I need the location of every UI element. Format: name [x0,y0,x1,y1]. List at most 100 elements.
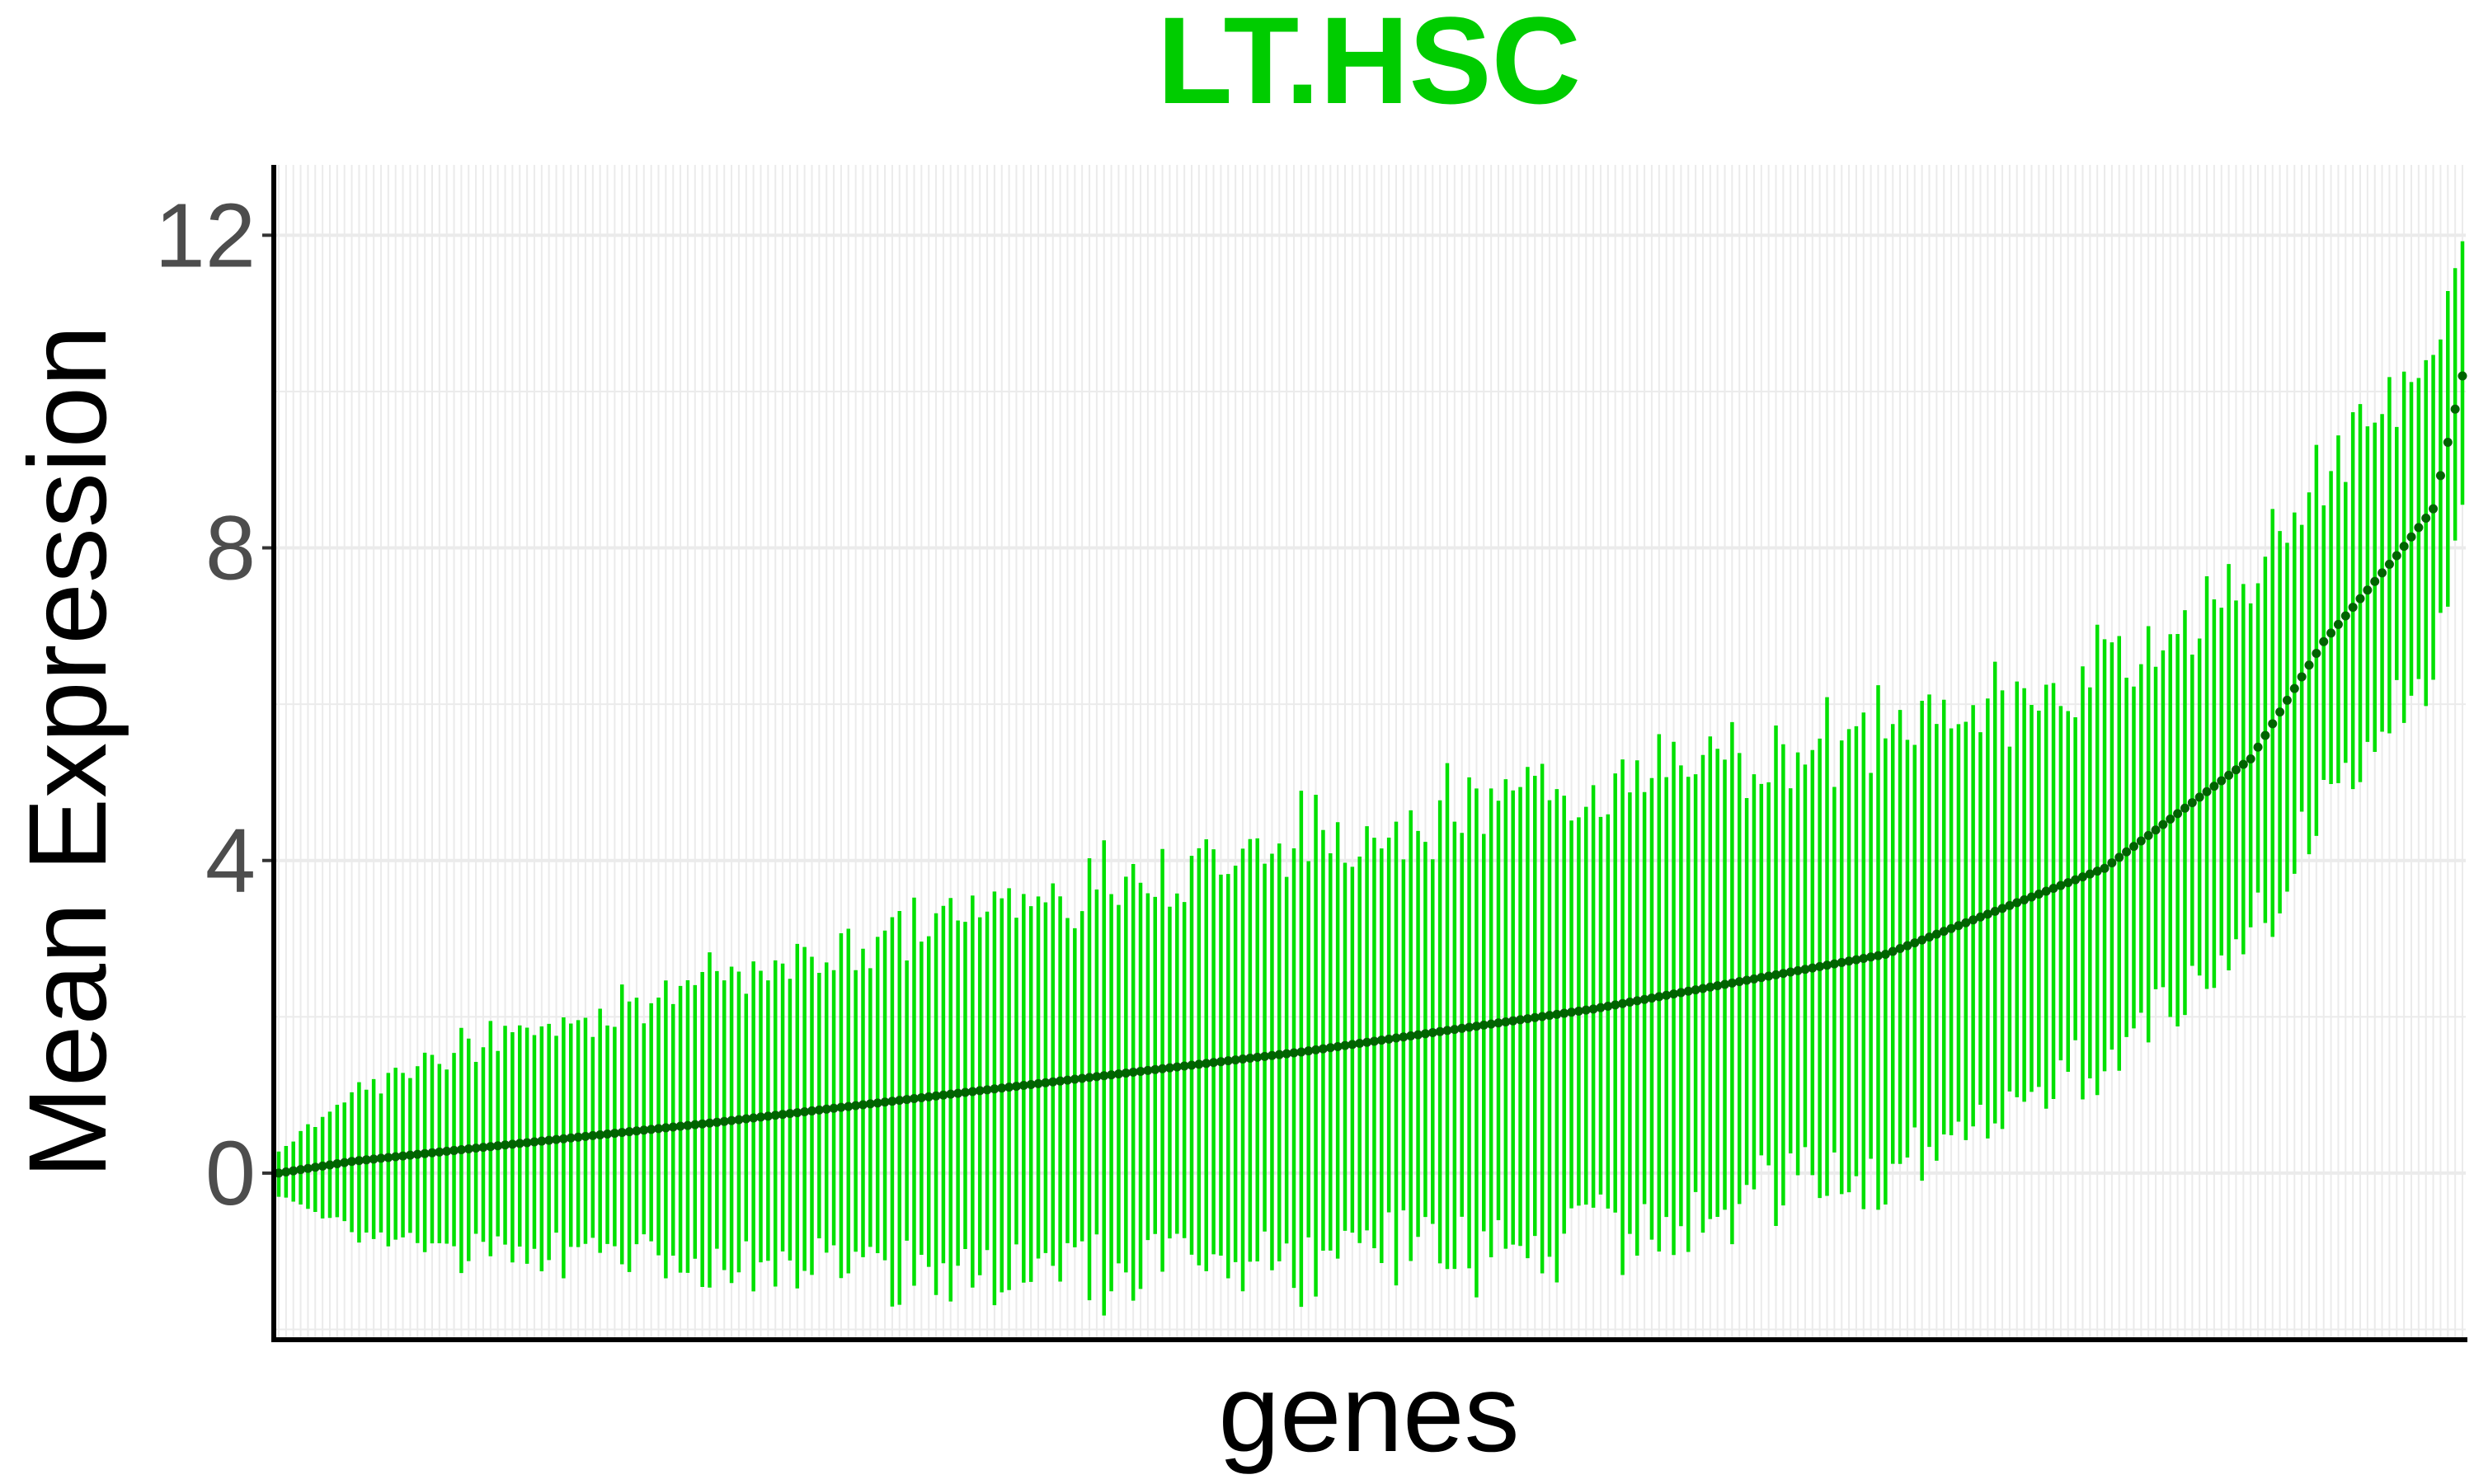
mean-point [1304,1046,1314,1056]
mean-point [529,1137,539,1147]
mean-point [1187,1060,1197,1070]
mean-point [675,1121,685,1131]
mean-point [1990,906,2000,916]
mean-point [1427,1028,1437,1038]
mean-point [2224,770,2234,780]
mean-points [274,371,2467,1178]
mean-point [581,1131,590,1141]
mean-point [1997,904,2007,913]
mean-point [1493,1018,1503,1028]
mean-point [552,1134,562,1144]
mean-point [858,1100,868,1110]
mean-point [2253,742,2263,752]
mean-point [558,1134,568,1144]
mean-point [2429,504,2439,514]
mean-point [895,1096,905,1106]
mean-point [303,1163,313,1173]
mean-point [471,1144,481,1153]
mean-point [632,1126,642,1136]
error-bars [276,241,2465,1316]
mean-point [442,1146,452,1156]
mean-point [1954,921,1964,931]
mean-point [507,1139,517,1149]
mean-point [2151,825,2161,835]
mean-point [1516,1015,1526,1025]
mean-point [1113,1069,1123,1079]
mean-point [376,1153,386,1163]
mean-point [1567,1007,1577,1017]
mean-point [2020,895,2030,904]
mean-point [1172,1062,1182,1072]
mean-point [1209,1058,1219,1068]
mean-point [2209,782,2219,791]
mean-point [2406,532,2416,542]
mean-point [1632,996,1642,1006]
mean-point [332,1159,342,1169]
mean-point [690,1120,700,1129]
mean-point [2048,884,2058,894]
mean-point [1691,985,1700,995]
mean-point [851,1101,861,1111]
mean-point [2092,866,2102,876]
mean-point [2348,603,2358,613]
mean-point [1355,1039,1365,1049]
mean-point [274,1168,284,1178]
mean-point [1442,1026,1452,1036]
mean-point [2143,830,2153,840]
mean-point [317,1161,327,1171]
mean-point [2275,707,2285,717]
mean-point [931,1091,941,1101]
mean-point [683,1120,693,1130]
mean-point [719,1116,729,1126]
mean-point [609,1129,619,1139]
mean-point [2026,892,2036,902]
mean-point [1961,918,1971,928]
mean-point [1004,1082,1014,1092]
mean-point [2355,594,2365,603]
mean-point [1859,953,1869,963]
mean-point [1931,929,1941,939]
mean-point [2260,730,2270,740]
mean-point [2180,803,2189,813]
mean-point [1982,909,1992,919]
mean-point [2289,683,2299,693]
mean-point [1406,1031,1416,1040]
mean-point [2340,611,2350,621]
mean-point [1223,1056,1233,1066]
mean-point [347,1157,357,1167]
mean-point [1903,941,1912,951]
mean-point [1465,1022,1475,1032]
mean-point [975,1086,985,1096]
mean-point [1808,963,1818,973]
mean-point [1851,955,1861,965]
mean-point [281,1167,291,1176]
mean-point [1164,1063,1174,1073]
mean-point [1757,973,1766,983]
mean-point [2077,872,2087,882]
mean-point [2166,814,2175,824]
mean-point [340,1158,350,1167]
mean-point [829,1103,839,1113]
mean-point [2399,542,2409,552]
mean-point [493,1141,503,1151]
mean-point [844,1101,854,1111]
mean-point [296,1165,306,1175]
mean-point [405,1150,415,1160]
mean-point [1895,944,1905,954]
mean-point [1136,1066,1145,1076]
mean-point [1844,956,1854,966]
mean-point [2363,585,2373,595]
mean-point [486,1142,496,1152]
mean-point [1618,998,1628,1008]
mean-point [1128,1068,1138,1078]
mean-point [2282,695,2292,705]
mean-point [1325,1043,1335,1053]
mean-point [2107,858,2117,868]
mean-point [1062,1075,1072,1085]
mean-point [967,1087,977,1097]
mean-point [946,1089,956,1099]
mean-point [1698,984,1708,993]
mean-point [1376,1036,1386,1045]
mean-point [1267,1050,1277,1060]
mean-point [1311,1045,1321,1054]
